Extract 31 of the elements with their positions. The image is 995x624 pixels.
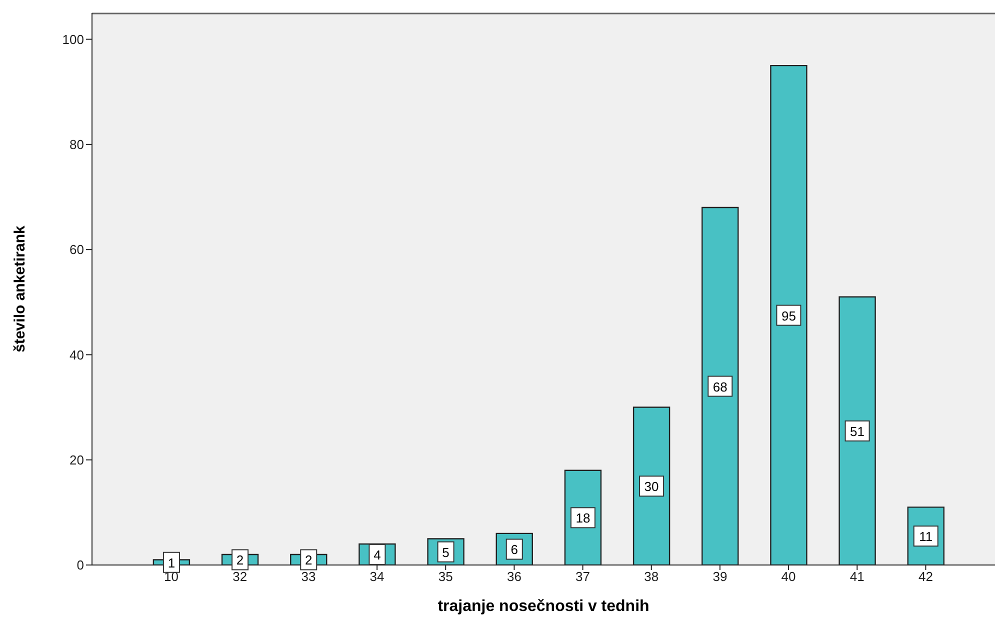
data-label: 1 [168,555,176,570]
data-label: 6 [510,542,518,558]
x-tick-label: 33 [301,569,316,584]
y-axis-title: število anketirank [12,226,28,352]
y-tick-label: 0 [76,558,84,573]
y-tick-label: 80 [70,137,84,152]
data-label: 2 [236,552,244,568]
data-label: 5 [442,544,450,560]
x-tick-label: 40 [781,569,796,584]
x-tick-label: 36 [506,569,522,584]
data-label: 18 [576,510,590,526]
x-tick-label: 37 [576,569,590,584]
x-tick-label: 39 [712,569,728,584]
x-axis-title: trajanje nosečnosti v tednih [436,598,650,616]
x-tick-label: 42 [918,569,933,584]
y-tick-label: 40 [70,347,84,362]
x-tick-label: 35 [438,569,453,584]
x-tick-label: 34 [370,569,384,584]
y-tick-label: 20 [70,452,84,468]
data-label: 51 [850,424,865,439]
data-label: 2 [305,552,312,568]
x-tick-label: 38 [644,569,659,584]
x-tick-label: 41 [850,569,864,584]
y-tick-label: 60 [70,242,84,258]
x-tick-label: 32 [232,569,248,584]
data-label: 30 [644,479,659,494]
data-label: 4 [374,547,381,562]
y-tick-label: 100 [62,32,84,47]
data-label: 11 [919,529,933,544]
data-label: 68 [712,379,728,394]
data-label: 95 [781,308,796,324]
